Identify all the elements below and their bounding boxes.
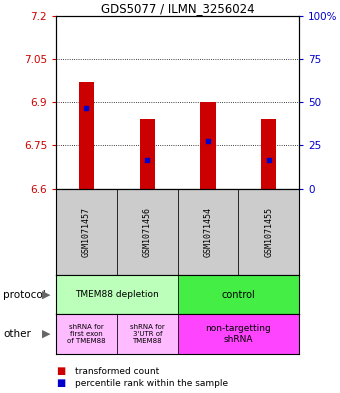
Text: ▶: ▶ — [42, 329, 50, 339]
Text: shRNA for
first exon
of TMEM88: shRNA for first exon of TMEM88 — [67, 324, 106, 344]
Bar — [56, 275, 177, 314]
Text: non-targetting
shRNA: non-targetting shRNA — [206, 324, 271, 344]
Bar — [177, 314, 299, 354]
Text: GSM1071457: GSM1071457 — [82, 207, 91, 257]
Text: shRNA for
3'UTR of
TMEM88: shRNA for 3'UTR of TMEM88 — [130, 324, 165, 344]
Bar — [56, 314, 117, 354]
Bar — [56, 189, 117, 275]
Bar — [177, 189, 238, 275]
Bar — [177, 275, 299, 314]
Text: ▶: ▶ — [42, 290, 50, 300]
Bar — [238, 189, 299, 275]
Text: ■: ■ — [56, 378, 65, 388]
Text: GSM1071455: GSM1071455 — [264, 207, 273, 257]
Text: GSM1071454: GSM1071454 — [204, 207, 212, 257]
Text: control: control — [222, 290, 255, 300]
Text: percentile rank within the sample: percentile rank within the sample — [75, 379, 228, 387]
Text: GSM1071456: GSM1071456 — [143, 207, 152, 257]
Text: transformed count: transformed count — [75, 367, 159, 376]
Title: GDS5077 / ILMN_3256024: GDS5077 / ILMN_3256024 — [101, 2, 254, 15]
Text: ■: ■ — [56, 366, 65, 376]
Bar — [201, 102, 216, 189]
Text: protocol: protocol — [3, 290, 46, 300]
Text: TMEM88 depletion: TMEM88 depletion — [75, 290, 159, 299]
Bar — [79, 82, 94, 189]
Bar — [117, 314, 177, 354]
Bar — [140, 119, 155, 189]
Bar — [261, 119, 276, 189]
Text: other: other — [3, 329, 31, 339]
Bar — [117, 189, 177, 275]
